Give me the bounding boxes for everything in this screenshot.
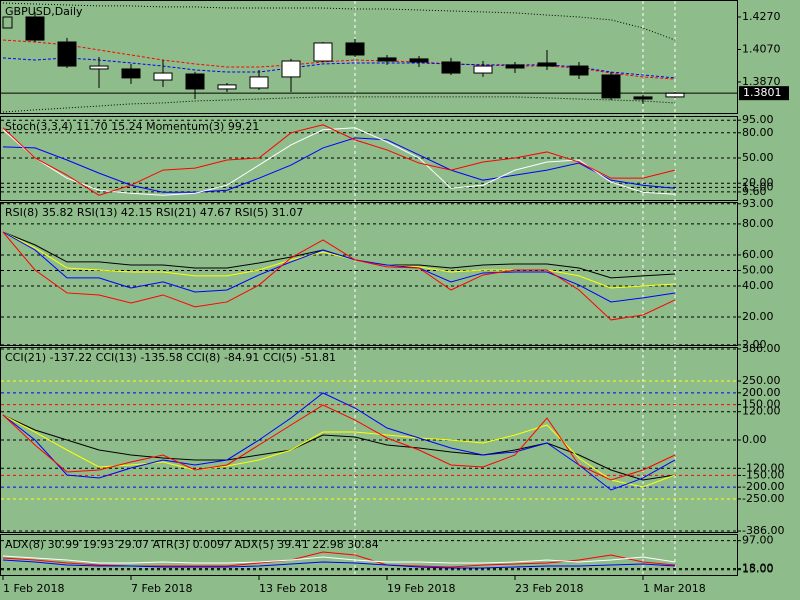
y-tick-label: -250.00 bbox=[742, 492, 784, 505]
adx-frame bbox=[0, 534, 738, 576]
y-tick-label: 60.00 bbox=[742, 248, 774, 261]
candle-body bbox=[313, 42, 333, 62]
candle-body bbox=[601, 74, 621, 99]
y-tick-label: 120.00 bbox=[742, 405, 781, 418]
candle-body bbox=[121, 68, 141, 79]
candle-body bbox=[665, 92, 685, 98]
y-tick-label: 1.4270 bbox=[742, 10, 781, 23]
x-tick-label: 19 Feb 2018 bbox=[387, 582, 455, 595]
y-tick-label: 80.00 bbox=[742, 217, 774, 230]
candle-body bbox=[633, 96, 653, 100]
y-tick-label: 15.00 bbox=[742, 563, 774, 576]
candle-body bbox=[89, 65, 109, 70]
panel-title: RSI(8) 35.82 RSI(13) 42.15 RSI(21) 47.67… bbox=[5, 206, 303, 219]
candle-body bbox=[569, 65, 589, 76]
candle-body bbox=[377, 57, 397, 62]
series-line bbox=[2, 231, 676, 321]
y-tick-label: 386.00 bbox=[742, 342, 781, 355]
series-line bbox=[2, 392, 676, 491]
y-tick-label: 50.00 bbox=[742, 151, 774, 164]
x-tick-label: 1 Mar 2018 bbox=[643, 582, 706, 595]
series-line bbox=[2, 559, 676, 569]
panel-title: Stoch(3,3,4) 11.70 15.24 Momentum(3) 99.… bbox=[5, 120, 259, 133]
panel bbox=[1, 119, 737, 196]
x-tick-label: 23 Feb 2018 bbox=[515, 582, 583, 595]
candle-body bbox=[185, 73, 205, 90]
series-line bbox=[2, 231, 676, 303]
y-tick-label: 1.3870 bbox=[742, 75, 781, 88]
candle-body bbox=[505, 64, 525, 69]
y-tick-label: 50.00 bbox=[742, 263, 774, 276]
panel-title: ADX(8) 30.99 19.93 29.07 ATR(3) 0.0097 A… bbox=[5, 538, 379, 551]
y-tick-label: 97.00 bbox=[742, 534, 774, 547]
candle-body bbox=[217, 84, 237, 90]
y-tick-label: 18.00 bbox=[742, 562, 774, 575]
candle-body bbox=[153, 72, 173, 81]
y-tick-label: 150.00 bbox=[742, 398, 781, 411]
price-frame bbox=[0, 0, 738, 114]
rsi-frame bbox=[0, 202, 738, 346]
series-line bbox=[2, 127, 676, 196]
y-tick-label: 80.00 bbox=[742, 126, 774, 139]
y-tick-label: -200.00 bbox=[742, 480, 784, 493]
y-tick-label: 95.00 bbox=[742, 113, 774, 126]
x-tick-label: 13 Feb 2018 bbox=[259, 582, 327, 595]
y-tick-label: -150.00 bbox=[742, 468, 784, 481]
candle-body bbox=[25, 16, 45, 41]
y-tick-label: 93.00 bbox=[742, 197, 774, 210]
series-line bbox=[2, 96, 676, 113]
candle-body bbox=[57, 41, 77, 67]
y-tick-label: 200.00 bbox=[742, 386, 781, 399]
y-tick-label: 9.60 bbox=[742, 185, 767, 198]
candle-body bbox=[409, 58, 429, 63]
chart-icon bbox=[2, 16, 13, 29]
series-line bbox=[2, 404, 676, 481]
panel bbox=[1, 203, 737, 346]
y-tick-label: 20.00 bbox=[742, 310, 774, 323]
series-line bbox=[2, 39, 676, 80]
panel-frames bbox=[0, 0, 738, 576]
x-tick-label: 1 Feb 2018 bbox=[3, 582, 64, 595]
series-line bbox=[2, 555, 676, 564]
candle-body bbox=[441, 61, 461, 74]
candle-body bbox=[345, 42, 365, 56]
y-tick-label: 40.00 bbox=[742, 279, 774, 292]
panel bbox=[1, 348, 737, 532]
series-line bbox=[2, 124, 676, 196]
series-line bbox=[2, 2, 676, 41]
candle-body bbox=[537, 62, 557, 67]
series-line bbox=[2, 414, 676, 481]
last-price-box bbox=[739, 86, 789, 101]
y-tick-label: 0.00 bbox=[742, 433, 767, 446]
series-line bbox=[2, 231, 676, 289]
panel-title: CCI(21) -137.22 CCI(13) -135.58 CCI(8) -… bbox=[5, 351, 336, 364]
panel-title: GBPUSD,Daily bbox=[5, 5, 83, 18]
y-tick-label: -386.00 bbox=[742, 524, 784, 537]
candle-body bbox=[249, 76, 269, 89]
series-line bbox=[2, 57, 676, 79]
candle-body bbox=[473, 65, 493, 74]
last-price-label: 1.3801 bbox=[743, 86, 782, 99]
panel bbox=[1, 540, 737, 571]
candle-body bbox=[281, 60, 301, 78]
panel bbox=[2, 2, 685, 113]
x-tick-label: 7 Feb 2018 bbox=[131, 582, 192, 595]
y-tick-label: -120.00 bbox=[742, 461, 784, 474]
y-tick-label: 250.00 bbox=[742, 374, 781, 387]
y-tick-label: 20.00 bbox=[742, 176, 774, 189]
y-tick-label: 2.00 bbox=[742, 338, 767, 351]
series-line bbox=[2, 137, 676, 193]
y-tick-label: 15.00 bbox=[742, 180, 774, 193]
y-tick-label: 1.4070 bbox=[742, 42, 781, 55]
